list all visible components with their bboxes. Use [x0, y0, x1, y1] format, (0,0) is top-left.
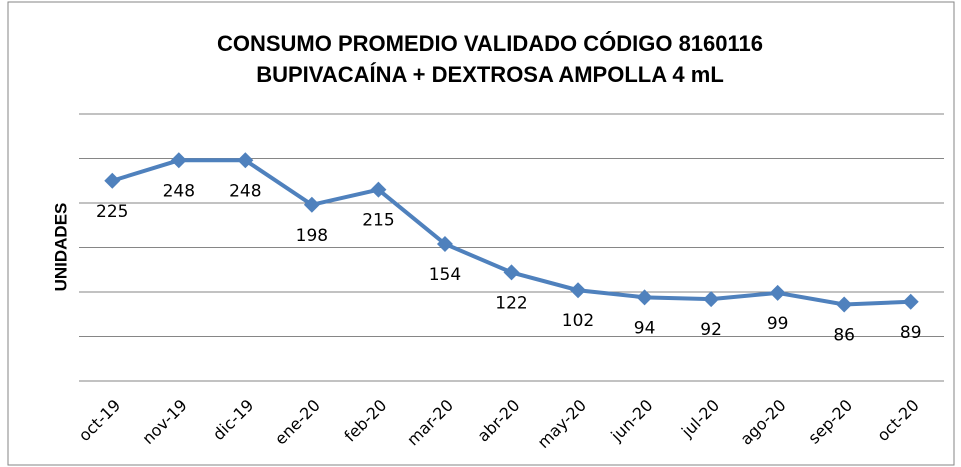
- data-label: 248: [229, 181, 261, 201]
- marker: [503, 264, 520, 281]
- marker: [902, 293, 919, 310]
- data-label: 122: [495, 293, 527, 313]
- data-label: 86: [833, 325, 855, 345]
- marker: [104, 172, 121, 189]
- data-label: 154: [429, 265, 461, 285]
- data-label: 248: [163, 181, 195, 201]
- data-label: 94: [634, 318, 656, 338]
- chart-border: [7, 1, 955, 466]
- marker: [836, 296, 853, 313]
- data-label: 99: [767, 314, 789, 334]
- data-label: 225: [96, 202, 128, 222]
- data-label: 89: [900, 323, 922, 343]
- chart-title: CONSUMO PROMEDIO VALIDADO CÓDIGO 8160116: [217, 31, 763, 56]
- marker: [370, 181, 387, 198]
- marker: [237, 152, 254, 169]
- data-label: 198: [296, 226, 328, 246]
- marker: [703, 291, 720, 308]
- data-label: 215: [362, 211, 394, 231]
- marker: [170, 152, 187, 169]
- marker: [570, 282, 587, 299]
- y-axis-title: UNIDADES: [51, 203, 70, 292]
- marker: [769, 284, 786, 301]
- chart-title: BUPIVACAÍNA + DEXTROSA AMPOLLA 4 mL: [256, 62, 724, 87]
- marker: [303, 196, 320, 213]
- marker: [636, 289, 653, 306]
- marker: [436, 235, 453, 252]
- data-label: 102: [562, 311, 594, 331]
- data-label: 92: [700, 320, 722, 340]
